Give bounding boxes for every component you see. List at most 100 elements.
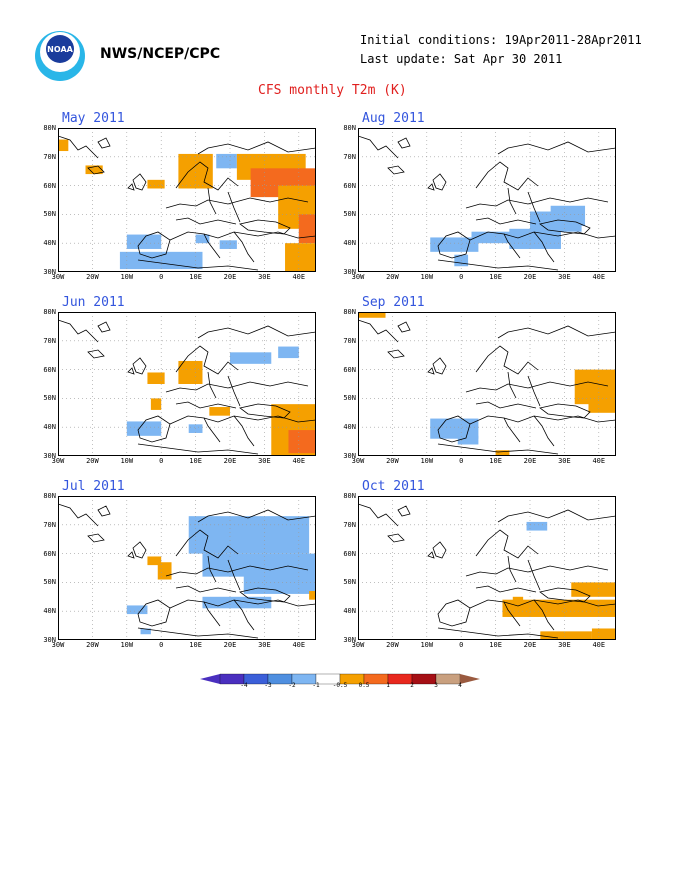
anomaly-cell-may-13 [219,240,237,249]
map-panel-jul [58,496,316,640]
coastline [87,349,105,359]
map-frame [58,128,316,272]
x-tick-label: 10E [189,273,202,281]
colorbar-label: -4 [240,682,248,689]
coastline [207,371,217,399]
x-tick-label: 40E [292,457,306,465]
anomaly-cell-may-12 [195,234,210,244]
x-tick-label: 30E [258,273,271,281]
coastline [165,381,309,393]
y-tick-label: 80N [43,308,56,316]
x-tick-label: 40E [592,273,606,281]
colorbar-label: -3 [264,682,272,689]
coastline [437,259,559,271]
panel-title-aug: Aug 2011 [362,111,425,126]
x-tick-label: 20E [523,457,537,465]
x-tick-label: 40E [592,457,606,465]
y-tick-label: 60N [343,181,356,190]
coastline [227,191,241,223]
y-tick-label: 60N [43,549,56,558]
anomaly-cell-jul-8 [309,591,316,600]
colorbar-label: -0.5 [332,682,348,689]
coastline [203,601,221,627]
coastline [507,187,517,215]
coastline [358,503,399,527]
anomaly-cell-jun-9 [288,430,316,454]
map-frame [358,312,616,456]
coastline [497,325,616,339]
anomaly-cell-jun-5 [126,421,162,436]
anomaly-cell-oct-2 [502,599,616,617]
coastline [137,415,171,443]
coastline [137,231,171,259]
anomaly-cell-may-4 [216,153,237,169]
coastline [197,325,316,339]
coastline [397,505,411,517]
coastline [527,559,541,591]
anomaly-cell-jun-3 [230,352,272,364]
coastline [503,417,521,443]
y-tick-label: 50N [343,394,356,403]
x-tick-label: 30E [558,641,571,649]
x-tick-label: 40E [292,273,306,281]
coastline [503,233,521,259]
y-tick-label: 70N [343,336,356,345]
x-tick-label: 10W [120,641,134,649]
y-tick-label: 40N [343,239,356,248]
map-svg-aug [358,128,616,272]
coastline [507,555,517,583]
coastline [475,529,539,559]
anomaly-cell-sep-3 [495,450,510,456]
x-tick-label: 30W [351,641,365,649]
colorbar-swatches [200,673,480,685]
colorbar-label: 1 [386,682,390,689]
coastline [175,217,237,225]
coastline [465,197,609,209]
y-tick-label: 60N [343,549,356,558]
x-tick-label: 10E [189,641,202,649]
anomaly-cell-oct-5 [512,596,524,606]
anomaly-cell-aug-5 [550,205,586,226]
coastline [387,533,405,543]
coastline [387,165,405,175]
x-tick-label: 10W [120,457,134,465]
x-tick-label: 20E [223,457,237,465]
map-panel-aug [358,128,616,272]
colorbar-label: 2 [410,682,414,689]
anomaly-cell-oct-1 [571,582,616,597]
coastline [233,599,255,631]
y-tick-label: 50N [43,210,56,219]
coastline [175,529,239,559]
x-tick-label: 30W [351,273,365,281]
x-tick-label: 20E [523,641,537,649]
initial-conditions: Initial conditions: 19Apr2011-28Apr2011 [360,33,642,47]
y-tick-label: 50N [343,578,356,587]
anomaly-cell-may-0 [58,139,69,152]
coastline [475,217,537,225]
anomaly-cell-jun-0 [147,372,165,384]
coastline [533,599,555,631]
anomaly-cell-jun-4 [278,346,299,359]
y-tick-label: 30N [343,268,356,276]
map-svg-jul [58,496,316,640]
y-tick-label: 60N [43,181,56,190]
anomaly-cell-sep-0 [358,312,386,318]
coastline [175,345,239,375]
coastline [175,401,237,409]
anomaly-cell-oct-4 [591,628,616,640]
coastline [203,233,221,259]
colorbar-label: 0.5 [358,682,370,689]
panel-title-may: May 2011 [62,111,125,126]
y-tick-label: 70N [43,152,56,161]
anomaly-cell-jul-7 [140,628,151,635]
last-update: Last update: Sat Apr 30 2011 [360,52,563,66]
colorbar-label: 4 [458,682,462,689]
coastline [527,191,541,223]
org-name: NWS/NCEP/CPC [100,46,221,62]
coastline [497,509,616,523]
coastline [539,587,591,603]
coastline [127,183,135,191]
x-tick-label: 10E [489,457,502,465]
coastline [239,587,291,603]
anomaly-cell-aug-2 [471,231,513,244]
